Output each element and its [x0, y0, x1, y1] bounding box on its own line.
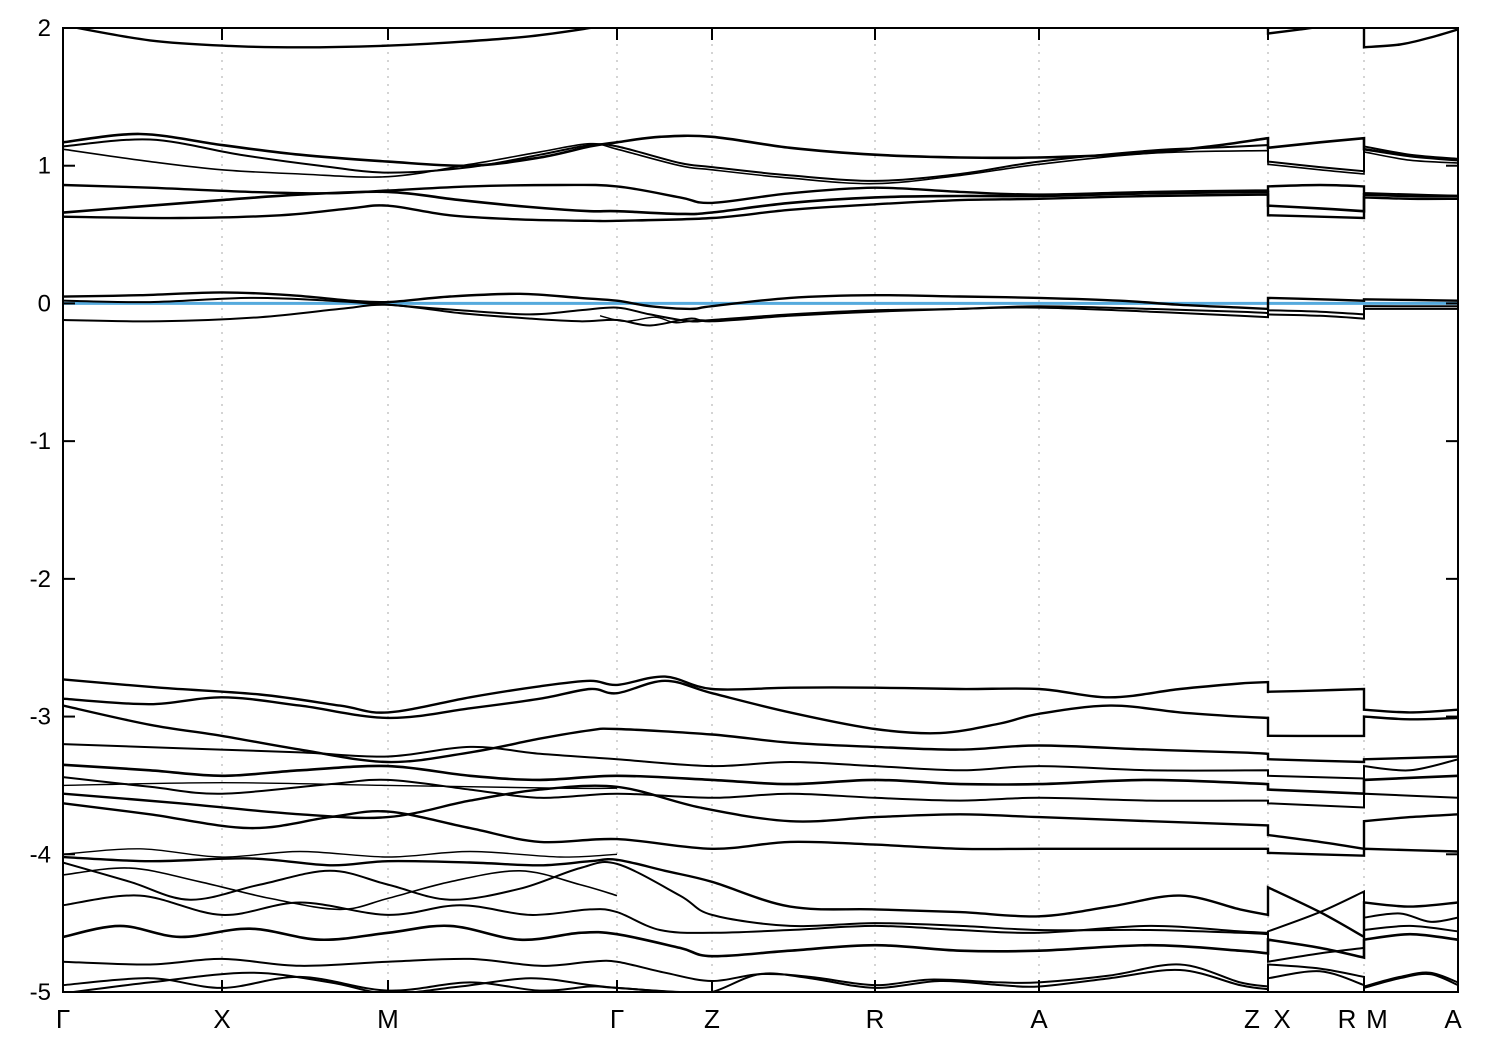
axis-box: [62, 27, 1459, 993]
energy-band: [63, 957, 1458, 988]
energy-band: [63, 784, 1458, 851]
y-tick-label: 2: [38, 15, 51, 42]
x-tick-label: Γ: [56, 1004, 70, 1034]
y-tick-labels: 2 1 0 -1 -2 -3 -4 -5: [30, 15, 51, 1006]
energy-band: [63, 142, 1458, 185]
x-tick-label: M: [377, 1004, 399, 1034]
tick-marks: [62, 27, 1459, 993]
energy-band: [63, 138, 1458, 182]
energy-band: [599, 315, 713, 324]
energy-band: [65, 968, 1458, 992]
energy-band: [63, 704, 1458, 764]
x-tick-label: A: [1030, 1004, 1048, 1034]
y-tick-label: 1: [38, 153, 51, 180]
x-tick-label: Z: [704, 1004, 720, 1034]
x-tick-label: X: [1273, 1004, 1290, 1034]
energy-band: [63, 675, 1458, 714]
energy-band: [63, 848, 618, 858]
energy-band: [71, 28, 1458, 49]
energy-band: [63, 763, 1458, 796]
energy-band: [63, 802, 1458, 857]
y-tick-label: 0: [38, 290, 51, 317]
y-tick-label: -3: [30, 704, 51, 731]
x-tick-label: Γ: [610, 1004, 624, 1034]
x-tick-label: A: [1444, 1004, 1462, 1034]
energy-band: [63, 193, 1458, 223]
energy-band: [63, 291, 1458, 311]
energy-band: [63, 867, 618, 911]
energy-band: [63, 894, 1458, 963]
energy-band: [63, 190, 1458, 216]
y-tick-label: -4: [30, 841, 51, 868]
energy-band: [63, 743, 1458, 780]
y-tick-label: -5: [30, 979, 51, 1006]
energy-band: [63, 855, 1458, 939]
x-tick-label: R: [866, 1004, 885, 1034]
x-tick-label: Z: [1244, 1004, 1260, 1034]
y-tick-label: -2: [30, 566, 51, 593]
energy-band: [63, 924, 1458, 960]
energy-bands: [63, 28, 1458, 992]
x-tick-label: R: [1338, 1004, 1357, 1034]
energy-band: [63, 861, 1458, 936]
x-tick-label: X: [213, 1004, 230, 1034]
energy-band: [63, 679, 1458, 738]
x-tick-label: M: [1366, 1004, 1388, 1034]
y-tick-label: -1: [30, 428, 51, 455]
energy-band: [63, 132, 1458, 168]
energy-band: [63, 776, 1458, 809]
